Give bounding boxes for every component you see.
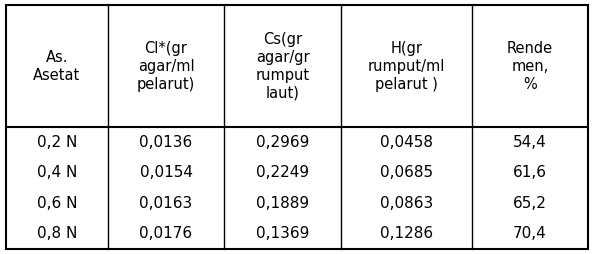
Text: Cl*(gr
agar/ml
pelarut): Cl*(gr agar/ml pelarut): [137, 41, 195, 91]
Text: 0,0154: 0,0154: [140, 165, 192, 180]
Text: 70,4: 70,4: [513, 226, 546, 241]
Text: 0,0863: 0,0863: [380, 196, 433, 211]
Text: 0,1369: 0,1369: [256, 226, 309, 241]
Text: 0,0163: 0,0163: [140, 196, 192, 211]
Text: 0,2969: 0,2969: [256, 135, 309, 150]
Text: 0,0176: 0,0176: [140, 226, 192, 241]
Text: 0,0458: 0,0458: [380, 135, 432, 150]
Text: 0,6 N: 0,6 N: [37, 196, 77, 211]
Text: 0,0136: 0,0136: [140, 135, 192, 150]
Text: 0,1286: 0,1286: [380, 226, 432, 241]
Text: 0,2 N: 0,2 N: [37, 135, 77, 150]
Text: H(gr
rumput/ml
pelarut ): H(gr rumput/ml pelarut ): [368, 41, 445, 91]
Text: Rende
men,
%: Rende men, %: [507, 41, 553, 91]
Text: 0,2249: 0,2249: [256, 165, 309, 180]
Text: 0,1889: 0,1889: [256, 196, 309, 211]
Text: 0,8 N: 0,8 N: [37, 226, 77, 241]
Text: 65,2: 65,2: [513, 196, 547, 211]
Text: Cs(gr
agar/gr
rumput
laut): Cs(gr agar/gr rumput laut): [255, 31, 309, 101]
Text: 0,4 N: 0,4 N: [37, 165, 77, 180]
Text: As.
Asetat: As. Asetat: [33, 50, 81, 83]
Text: 61,6: 61,6: [513, 165, 547, 180]
Text: 0,0685: 0,0685: [380, 165, 432, 180]
Text: 54,4: 54,4: [513, 135, 546, 150]
